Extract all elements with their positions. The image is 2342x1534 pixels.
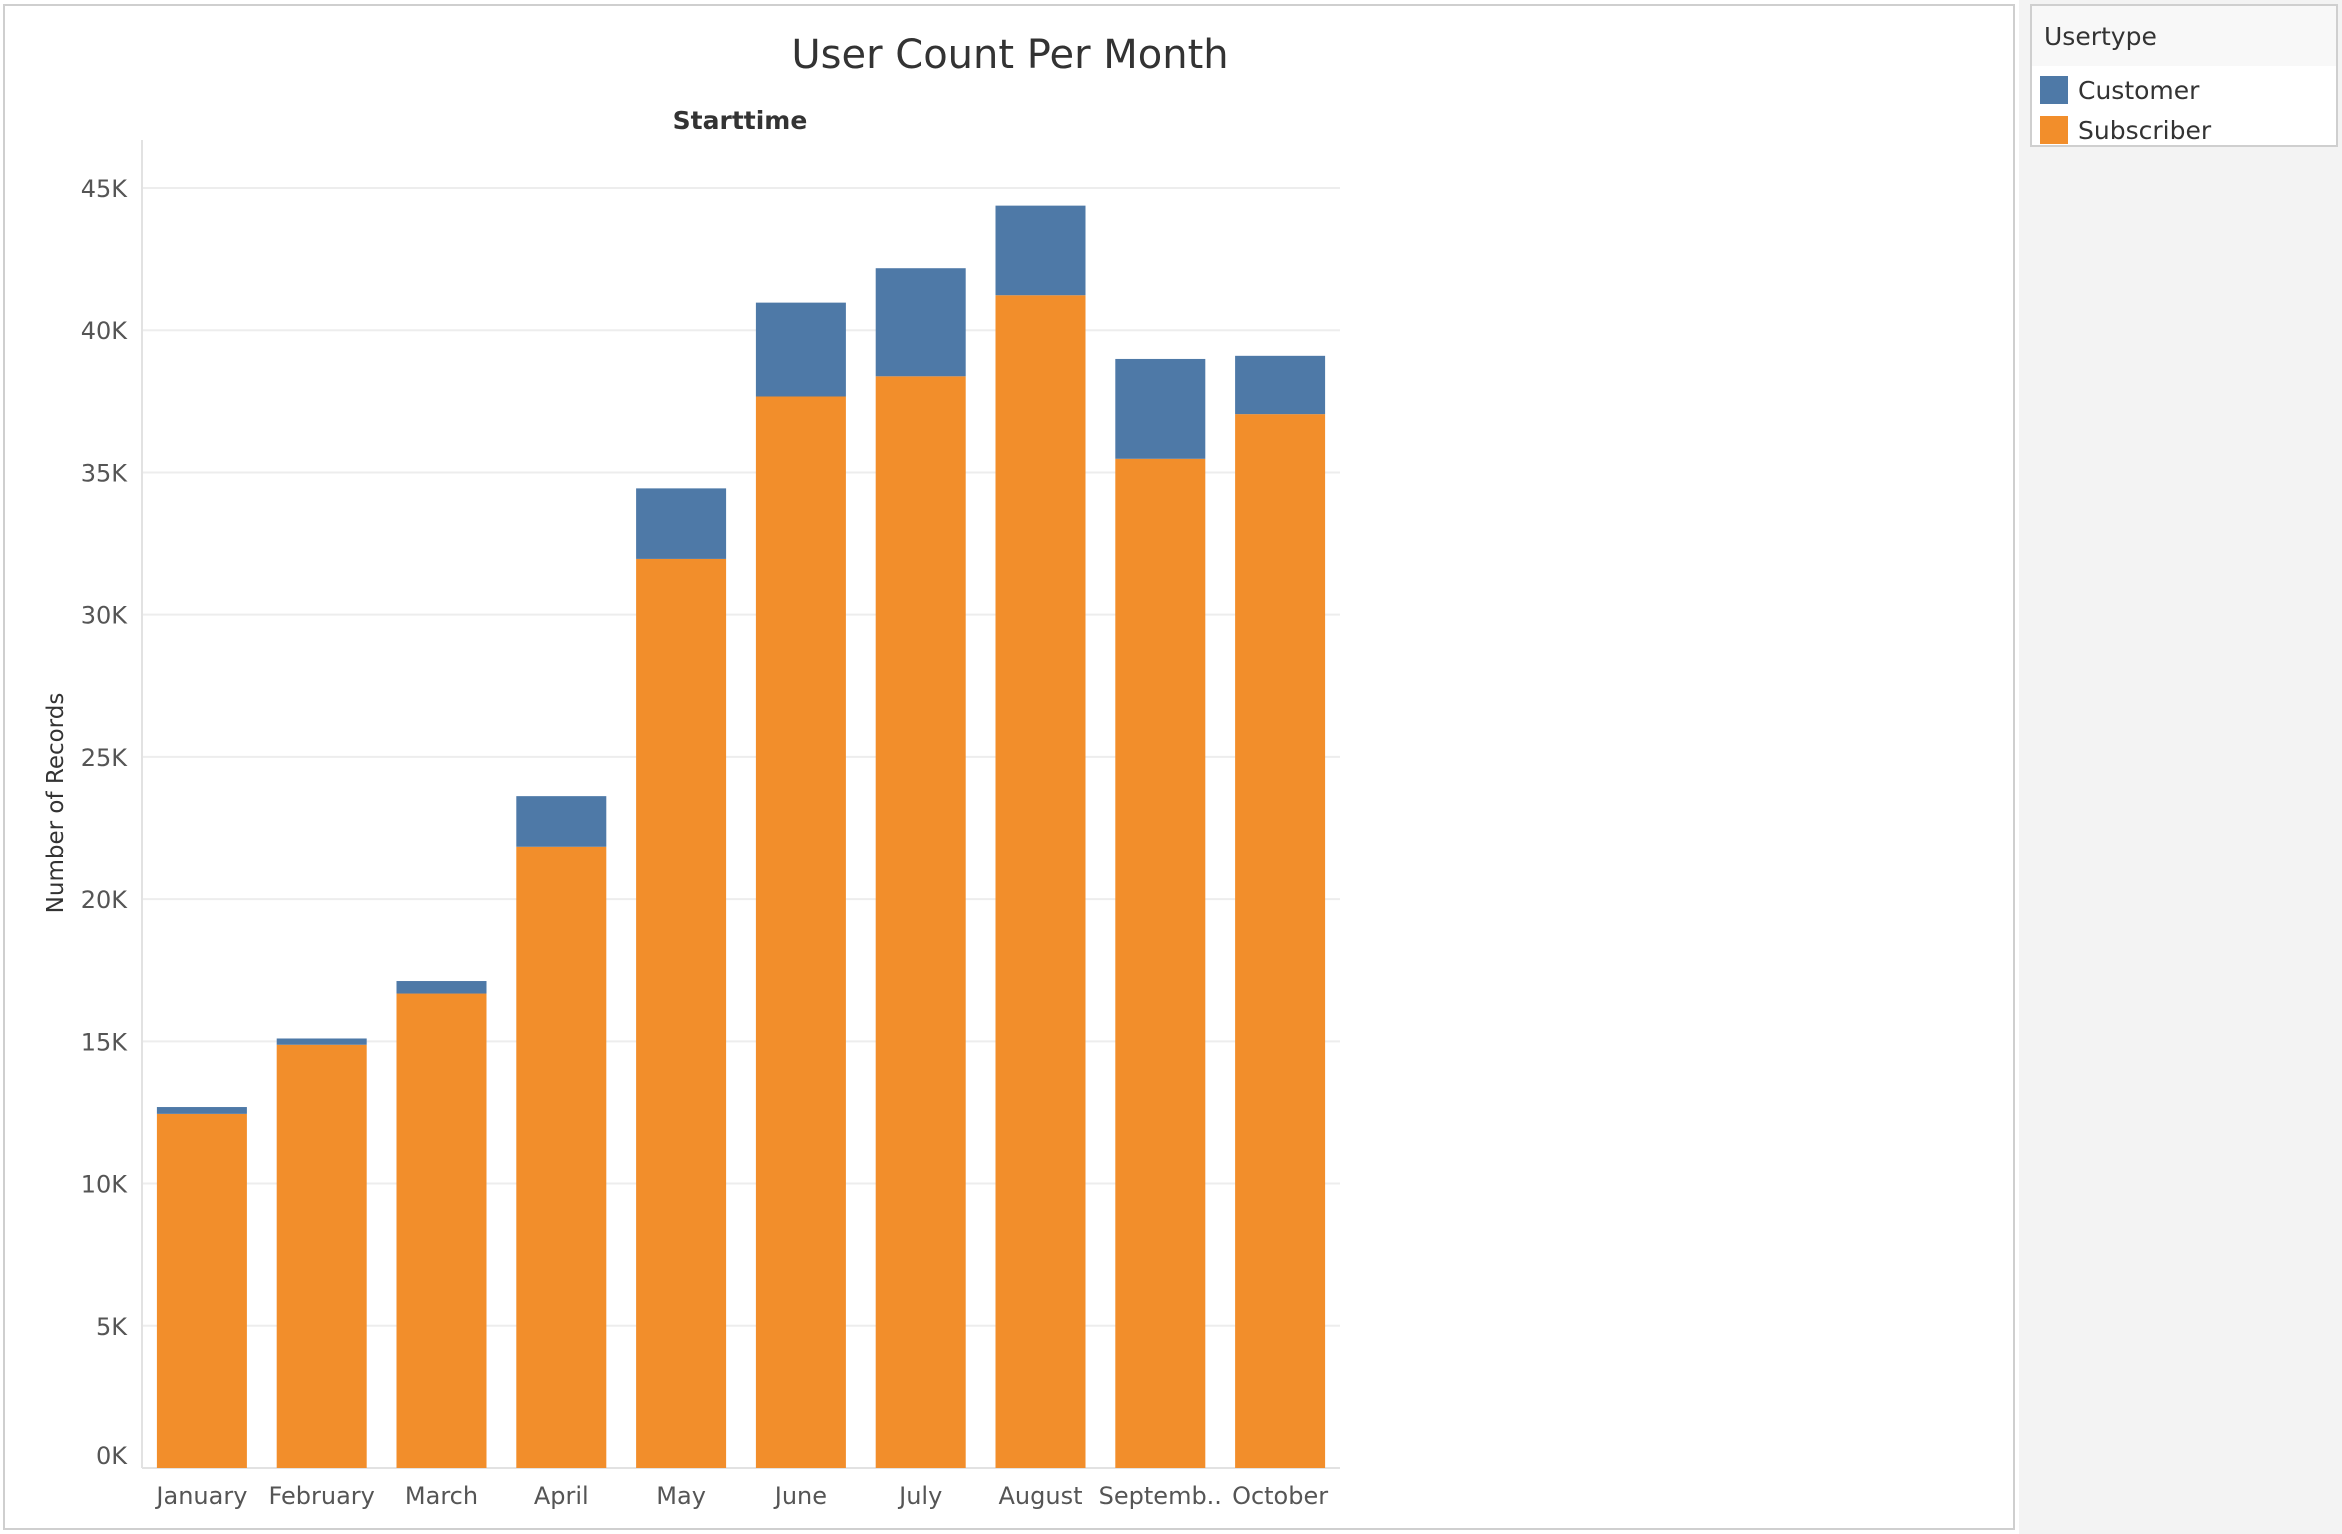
y-tick-label: 10K (81, 1171, 129, 1199)
bar-customer-january[interactable] (156, 1107, 247, 1114)
bar-subscriber-october[interactable] (1235, 414, 1326, 1469)
customer-swatch (2040, 76, 2068, 104)
y-tick-label: 40K (81, 317, 129, 345)
bar-subscriber-august[interactable] (995, 295, 1086, 1468)
legend-pane (2019, 0, 2342, 1534)
y-axis-label: Number of Records (43, 693, 69, 914)
bar-customer-october[interactable] (1235, 355, 1326, 415)
x-tick-label: August (999, 1482, 1083, 1510)
bar-subscriber-may[interactable] (636, 558, 727, 1468)
x-tick-label: July (897, 1482, 942, 1510)
bar-subscriber-july[interactable] (875, 376, 966, 1468)
y-tick-label: 0K (96, 1442, 128, 1470)
bar-customer-march[interactable] (396, 981, 487, 994)
bar-customer-may[interactable] (636, 488, 727, 559)
x-tick-label: March (405, 1482, 478, 1510)
y-tick-label: 15K (81, 1028, 129, 1056)
bar-customer-april[interactable] (516, 796, 607, 847)
x-tick-label: May (656, 1482, 706, 1510)
legend-label-customer: Customer (2078, 75, 2200, 105)
bar-subscriber-january[interactable] (156, 1113, 247, 1468)
bar-subscriber-march[interactable] (396, 993, 487, 1468)
y-tick-label: 30K (81, 602, 129, 630)
bar-subscriber-february[interactable] (276, 1044, 367, 1468)
bars (156, 205, 1326, 1469)
legend-label-subscriber: Subscriber (2078, 115, 2212, 145)
chart-subtitle: Starttime (673, 106, 808, 135)
bar-customer-june[interactable] (755, 302, 846, 397)
legend: Usertype Customer Subscriber (2030, 4, 2338, 147)
y-tick-label: 35K (81, 459, 129, 487)
chart-title: User Count Per Month (791, 32, 1228, 78)
x-tick-label: January (154, 1482, 247, 1510)
y-tick-label: 5K (96, 1313, 128, 1341)
y-axis-ticks: 0K 5K 10K 15K 20K 25K 30K 35K 40K 45K (81, 175, 129, 1470)
bar-subscriber-april[interactable] (516, 846, 607, 1468)
legend-item-customer[interactable]: Customer (2040, 73, 2199, 107)
x-tick-label: April (534, 1482, 589, 1510)
subscriber-swatch (2040, 116, 2068, 144)
legend-title: Usertype (2032, 6, 2336, 66)
bar-customer-july[interactable] (875, 268, 966, 377)
x-axis-ticks: January February March April May June July Augu… (154, 1482, 1328, 1510)
legend-item-subscriber[interactable]: Subscriber (2040, 113, 2211, 147)
bar-subscriber-june[interactable] (755, 396, 846, 1468)
y-tick-label: 25K (81, 744, 129, 772)
x-tick-label: October (1232, 1482, 1328, 1510)
x-tick-label: February (269, 1482, 375, 1510)
bar-customer-august[interactable] (995, 205, 1086, 296)
x-tick-label: June (773, 1482, 827, 1510)
y-tick-label: 45K (81, 175, 129, 203)
bar-customer-february[interactable] (276, 1038, 367, 1045)
bar-customer-septemb[interactable] (1115, 358, 1206, 459)
x-tick-label: Septemb.. (1099, 1482, 1222, 1510)
bar-subscriber-septemb[interactable] (1115, 458, 1206, 1468)
y-tick-label: 20K (81, 886, 129, 914)
